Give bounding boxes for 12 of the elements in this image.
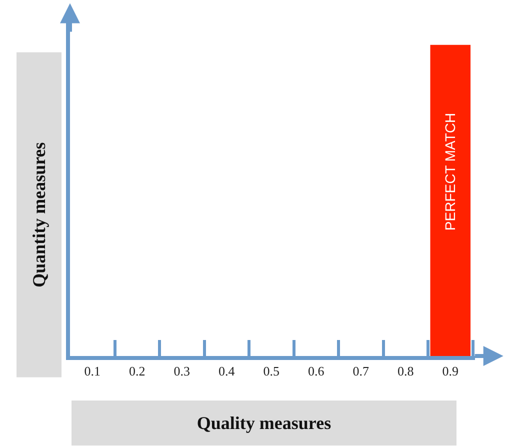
x-tick-label: 0.5 — [263, 364, 280, 379]
y-axis-title: Quantity measures — [29, 142, 50, 288]
x-tick-label: 0.9 — [442, 364, 459, 379]
x-tick-label: 0.1 — [84, 364, 101, 379]
x-tick-label: 0.8 — [398, 364, 414, 379]
x-tick-label: 0.4 — [218, 364, 236, 379]
x-tick-label: 0.3 — [174, 364, 190, 379]
x-tick-label: 0.7 — [352, 364, 370, 379]
x-tick-label: 0.6 — [308, 364, 325, 379]
annotation: PERFECT MATCH — [442, 112, 458, 231]
x-tick-label: 0.2 — [129, 364, 146, 379]
x-axis-title: Quality measures — [196, 413, 332, 433]
